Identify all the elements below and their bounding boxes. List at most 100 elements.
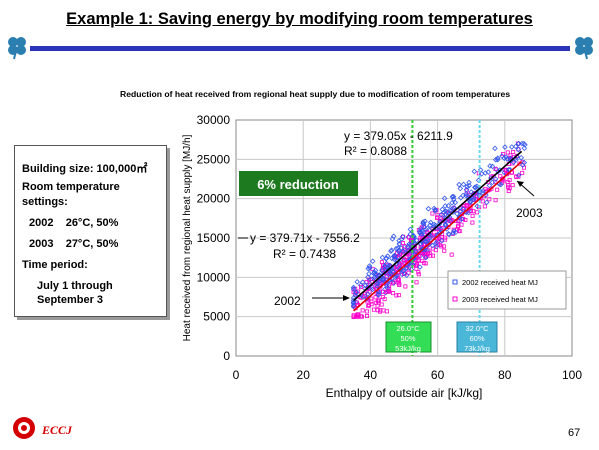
x-tick-label: 20 — [297, 368, 311, 382]
point-2002 — [371, 307, 376, 312]
point-2002 — [391, 291, 396, 296]
point-2002 — [422, 251, 427, 256]
point-2003 — [354, 279, 360, 285]
point-2002 — [439, 226, 444, 231]
point-2002 — [520, 170, 525, 175]
point-2002 — [369, 302, 374, 307]
point-2002 — [359, 284, 364, 289]
reference-lines — [411, 120, 481, 356]
point-2003 — [426, 241, 432, 247]
point-2003 — [383, 255, 389, 262]
arrow-2003-head — [517, 181, 524, 187]
condition-box-2002 — [385, 321, 432, 353]
point-2003 — [388, 247, 395, 253]
point-2002 — [385, 289, 390, 294]
condition-box-2003 — [456, 321, 498, 353]
arrow-2002-head — [343, 295, 350, 301]
point-2003 — [433, 243, 440, 250]
room-temp-label-2: settings: — [22, 196, 68, 208]
point-2003 — [454, 211, 460, 217]
point-2003 — [389, 255, 395, 262]
box-2003-line3: 73kJ/kg — [464, 344, 490, 353]
legend-box — [447, 270, 567, 310]
fit-2002-equation: y = 379.71x - 7556.2 — [250, 231, 360, 245]
x-tick-label: 40 — [364, 368, 378, 382]
y-tick-label: 20000 — [197, 192, 231, 206]
point-2003 — [393, 245, 400, 252]
point-2002 — [498, 174, 503, 179]
fit-2002-r2: R² = 0.7438 — [273, 247, 336, 261]
point-2002 — [430, 211, 435, 216]
point-2002 — [373, 295, 378, 300]
point-2003 — [420, 246, 427, 253]
point-2003 — [383, 260, 390, 267]
point-2003 — [400, 248, 407, 254]
point-2003 — [519, 162, 526, 168]
point-2003 — [438, 211, 445, 218]
point-2003 — [450, 196, 457, 202]
point-2002 — [463, 217, 468, 222]
point-2002 — [506, 183, 511, 188]
legend-2003-marker — [452, 296, 458, 302]
point-2003 — [371, 269, 378, 275]
point-2003 — [417, 264, 423, 270]
box-2002-line3: 53kJ/kg — [395, 344, 421, 353]
point-2003 — [515, 140, 522, 147]
point-2002 — [449, 252, 454, 257]
box-2003-line1: 32.0°C — [465, 324, 489, 333]
point-2003 — [463, 191, 470, 197]
y-tick-label: 0 — [223, 349, 230, 363]
point-2002 — [493, 198, 498, 203]
point-2002 — [471, 209, 476, 214]
point-2002 — [391, 280, 396, 285]
point-2002 — [414, 280, 419, 285]
room-temp-label-1: Room temperature — [22, 181, 120, 193]
point-2002 — [360, 308, 365, 313]
point-2002 — [455, 224, 460, 229]
point-2003 — [499, 153, 505, 159]
point-2003 — [483, 199, 490, 206]
point-2003 — [396, 238, 402, 244]
point-2003 — [403, 265, 410, 271]
point-2002 — [364, 309, 369, 314]
point-2003 — [396, 247, 402, 254]
fit-line-2003 — [353, 150, 523, 302]
legend-2003-label: 2003 received heat MJ — [462, 295, 538, 304]
setting-2002: 2002 26°C, 50% — [29, 217, 119, 229]
eccj-logo-icon — [13, 417, 35, 439]
point-2003 — [516, 172, 522, 178]
point-2003 — [457, 195, 464, 201]
point-2002 — [456, 219, 461, 224]
point-2003 — [446, 231, 452, 238]
clover-right-icon — [575, 37, 593, 60]
point-2003 — [438, 226, 444, 232]
point-2002 — [365, 314, 370, 319]
x-axis-label: Enthalpy of outside air [kJ/kg] — [326, 386, 483, 400]
page-number: 67 — [568, 427, 581, 439]
point-2003 — [441, 209, 447, 216]
box-2002-line1: 26.0°C — [396, 324, 420, 333]
point-2003 — [456, 181, 462, 188]
point-2002 — [505, 172, 510, 177]
point-2002 — [457, 229, 462, 234]
building-info-box: Building size: 100,000㎡ Room temperature… — [14, 145, 167, 317]
point-2003 — [419, 228, 426, 235]
x-tick-label: 100 — [562, 368, 582, 382]
point-2003 — [442, 221, 449, 228]
point-2003 — [452, 199, 459, 206]
point-2003 — [492, 145, 498, 152]
point-2003 — [472, 184, 479, 191]
point-2003 — [408, 266, 415, 273]
point-2003 — [441, 195, 448, 202]
point-2002 — [507, 178, 512, 183]
point-2002 — [470, 220, 475, 225]
building-size: Building size: 100,000㎡ — [22, 163, 148, 175]
logo-text: ECCJ — [42, 423, 73, 437]
period-line-1: July 1 through — [37, 280, 113, 292]
point-2002 — [363, 291, 368, 296]
point-2003 — [458, 216, 465, 222]
point-2002 — [397, 282, 402, 287]
point-2002 — [468, 208, 473, 213]
point-2002 — [430, 253, 435, 258]
